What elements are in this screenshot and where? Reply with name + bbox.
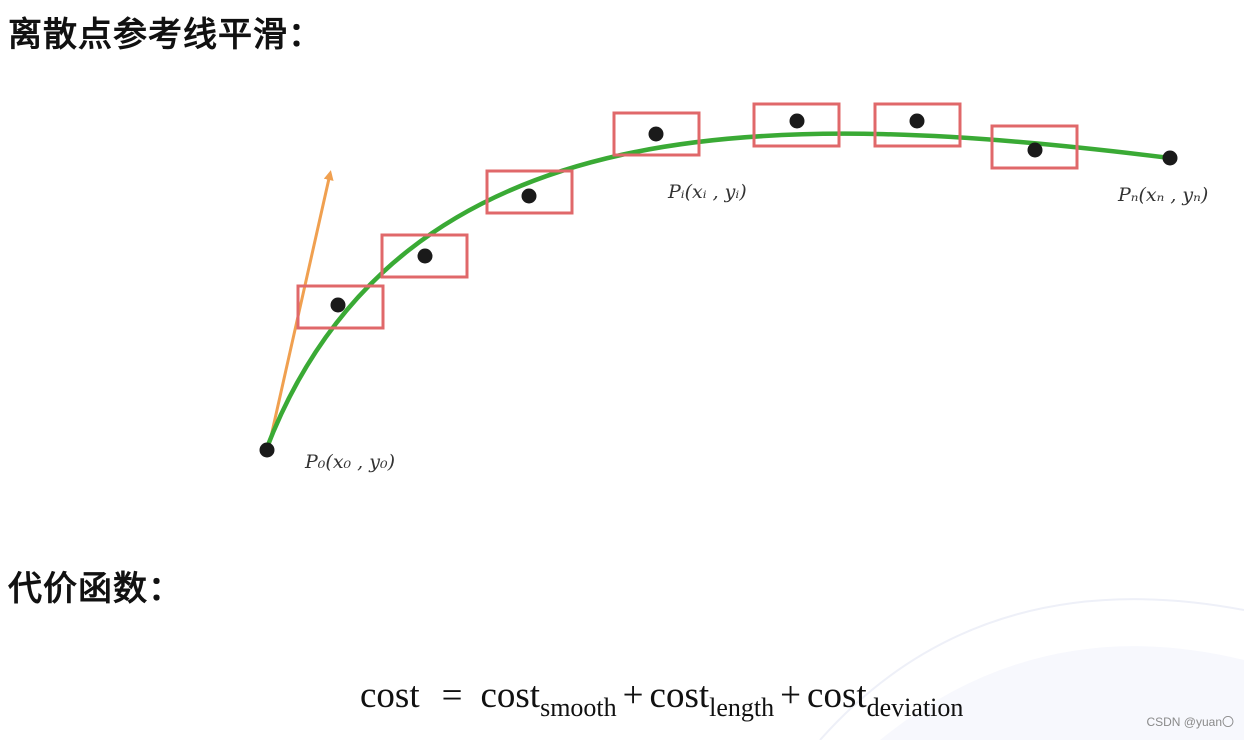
formula-term-length: costlength <box>649 675 775 722</box>
formula-lhs: cost <box>360 675 420 716</box>
discrete-point <box>909 113 925 129</box>
formula-term-smooth: costsmooth <box>480 675 617 722</box>
start-point-label: P₀(x₀ , y₀) <box>304 451 395 473</box>
constraint-box <box>752 102 841 148</box>
end-point-label: Pₙ(xₙ , yₙ) <box>1117 184 1208 206</box>
formula-plus: + <box>622 675 644 716</box>
section-heading-cost-function: 代价函数： <box>8 569 183 609</box>
mid-point-label: Pᵢ(xᵢ , yᵢ) <box>667 181 747 203</box>
formula-term-deviation: costdeviation <box>807 675 964 722</box>
constraint-box <box>485 169 574 215</box>
formula-equals: = <box>441 675 463 716</box>
section-heading-smoothing: 离散点参考线平滑： <box>8 15 323 55</box>
discrete-point <box>648 126 664 142</box>
end-point <box>1162 150 1178 166</box>
discrete-point <box>521 188 537 204</box>
constraint-box <box>380 233 469 279</box>
discrete-point <box>417 248 433 264</box>
constraint-box <box>873 102 962 148</box>
start-point <box>259 442 275 458</box>
discrete-point <box>789 113 805 129</box>
discrete-point <box>330 297 346 313</box>
discrete-point <box>1027 142 1043 158</box>
watermark: CSDN @yuan〇 <box>1146 715 1234 729</box>
constraint-box <box>990 124 1079 170</box>
constraint-box <box>612 111 701 157</box>
constraint-box <box>296 284 385 330</box>
formula-plus: + <box>780 675 802 716</box>
cost-function-formula: cost = costsmooth + costlength + costdeviation <box>360 675 964 722</box>
